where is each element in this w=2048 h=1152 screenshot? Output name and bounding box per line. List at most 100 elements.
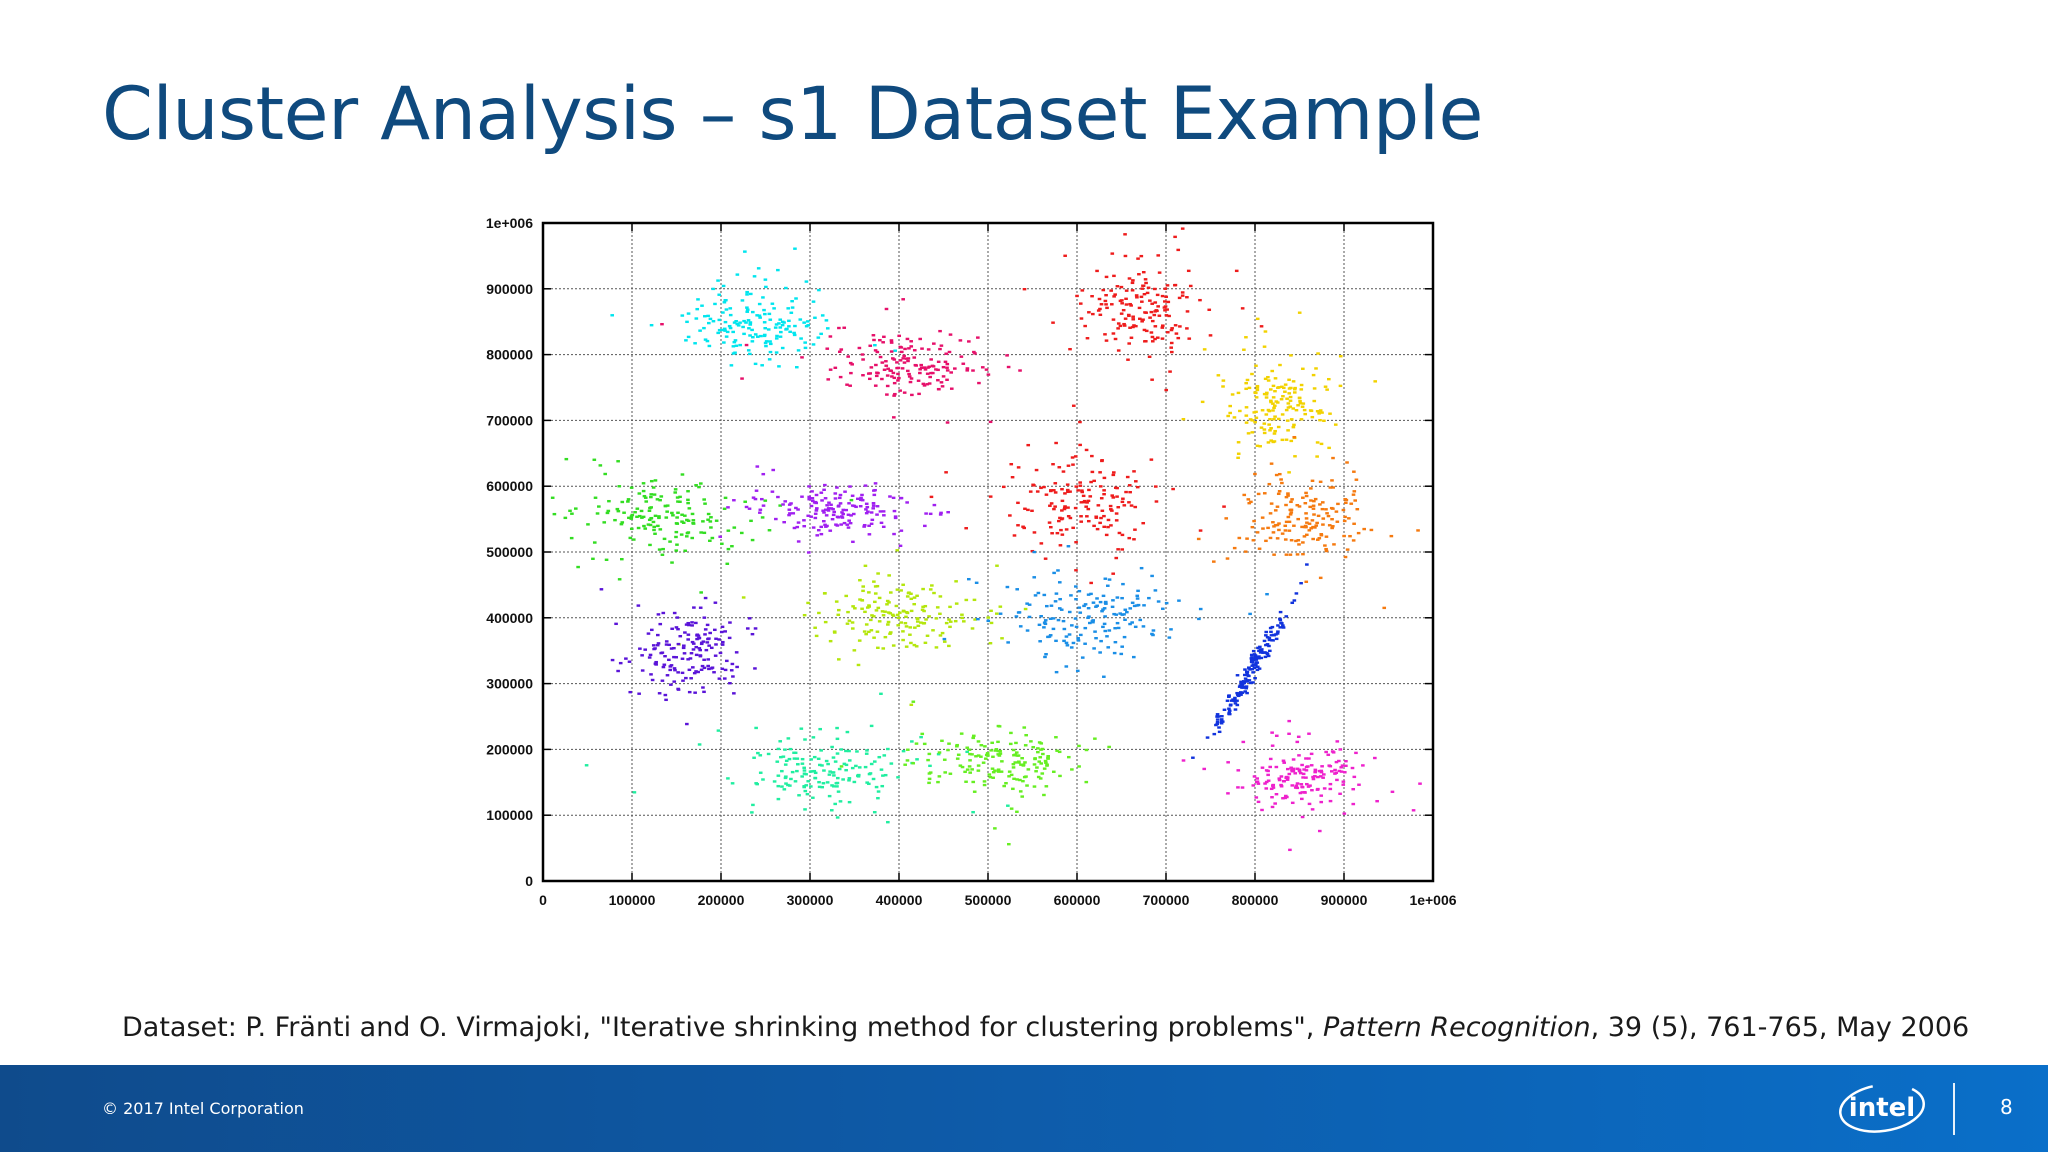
data-point bbox=[617, 578, 622, 581]
data-point bbox=[899, 529, 904, 532]
data-point bbox=[1310, 808, 1315, 811]
data-point bbox=[678, 634, 683, 638]
data-point bbox=[758, 511, 762, 514]
data-point bbox=[940, 385, 945, 388]
data-point bbox=[1301, 772, 1306, 776]
data-point bbox=[1240, 307, 1245, 310]
data-point bbox=[928, 512, 933, 516]
data-point bbox=[702, 616, 707, 619]
data-point bbox=[1293, 386, 1297, 390]
data-point bbox=[1217, 730, 1222, 734]
data-point bbox=[1042, 767, 1047, 770]
data-point bbox=[656, 613, 661, 616]
data-point bbox=[711, 287, 715, 291]
data-point bbox=[1281, 395, 1285, 398]
data-point bbox=[944, 352, 949, 355]
data-point bbox=[1092, 479, 1097, 483]
data-point bbox=[1264, 393, 1269, 396]
data-point bbox=[711, 320, 716, 323]
data-point bbox=[1295, 740, 1300, 744]
data-point bbox=[756, 751, 760, 755]
data-point bbox=[1301, 496, 1305, 499]
data-point bbox=[757, 314, 762, 317]
data-point bbox=[644, 500, 649, 503]
data-point bbox=[1235, 674, 1240, 677]
data-point bbox=[1266, 769, 1270, 773]
data-point bbox=[940, 739, 944, 742]
data-point bbox=[971, 780, 976, 784]
data-point bbox=[1086, 499, 1091, 503]
data-point bbox=[570, 512, 574, 515]
data-point bbox=[1185, 310, 1190, 313]
data-point bbox=[915, 594, 919, 597]
data-point bbox=[1275, 523, 1280, 527]
data-point bbox=[1132, 470, 1136, 473]
data-point bbox=[915, 617, 920, 620]
cluster-12 bbox=[1191, 563, 1309, 759]
data-point bbox=[840, 516, 845, 519]
data-point bbox=[912, 596, 917, 599]
data-point bbox=[834, 782, 839, 785]
data-point bbox=[1340, 764, 1345, 767]
data-point bbox=[1110, 494, 1115, 497]
data-point bbox=[1157, 314, 1162, 317]
data-point bbox=[591, 557, 595, 561]
data-point bbox=[1046, 757, 1050, 760]
data-point bbox=[734, 320, 738, 323]
data-point bbox=[1068, 516, 1073, 520]
data-point bbox=[1044, 604, 1049, 608]
data-point bbox=[786, 737, 791, 740]
data-point bbox=[964, 527, 968, 530]
data-point bbox=[1279, 785, 1284, 788]
data-point bbox=[668, 668, 673, 672]
data-point bbox=[837, 496, 842, 500]
citation-details: , 39 (5), 761-765, May 2006 bbox=[1590, 1012, 1970, 1043]
data-point bbox=[968, 759, 972, 762]
data-point bbox=[814, 509, 819, 512]
data-point bbox=[890, 613, 895, 616]
data-point bbox=[1125, 475, 1130, 479]
data-point bbox=[1255, 657, 1260, 660]
logo-wordmark: intel bbox=[1849, 1093, 1915, 1123]
data-point bbox=[1313, 770, 1317, 774]
data-point bbox=[688, 657, 693, 660]
data-point bbox=[774, 323, 779, 326]
data-point bbox=[852, 780, 857, 784]
data-point bbox=[1320, 411, 1324, 414]
data-point bbox=[1137, 273, 1141, 276]
data-point bbox=[1271, 531, 1276, 534]
data-point bbox=[705, 641, 710, 644]
data-point bbox=[1255, 384, 1260, 388]
data-point bbox=[778, 326, 783, 329]
data-point bbox=[1277, 528, 1281, 532]
data-point bbox=[875, 630, 880, 633]
data-point bbox=[1319, 800, 1324, 804]
x-tick-label: 0 bbox=[539, 892, 547, 908]
data-point bbox=[1037, 760, 1042, 763]
data-point bbox=[1334, 760, 1339, 764]
data-point bbox=[1181, 417, 1186, 421]
data-point bbox=[1344, 759, 1348, 763]
data-point bbox=[1121, 582, 1125, 586]
data-point bbox=[1100, 459, 1104, 462]
data-point bbox=[1008, 742, 1013, 746]
data-point bbox=[1303, 791, 1307, 794]
data-point bbox=[788, 330, 792, 334]
data-point bbox=[1133, 528, 1137, 531]
y-tick-label: 500000 bbox=[486, 544, 533, 560]
data-point bbox=[816, 757, 821, 761]
data-point bbox=[1047, 635, 1052, 638]
data-point bbox=[896, 776, 900, 779]
data-point bbox=[873, 344, 877, 347]
data-point bbox=[685, 320, 689, 324]
data-point bbox=[936, 780, 940, 784]
data-point bbox=[835, 752, 840, 755]
data-point bbox=[721, 284, 726, 288]
data-point bbox=[955, 757, 960, 760]
data-point bbox=[1150, 340, 1155, 343]
data-point bbox=[888, 495, 892, 498]
data-point bbox=[1282, 761, 1286, 764]
data-point bbox=[1251, 663, 1256, 666]
data-point bbox=[681, 679, 685, 682]
data-point bbox=[1036, 775, 1041, 779]
